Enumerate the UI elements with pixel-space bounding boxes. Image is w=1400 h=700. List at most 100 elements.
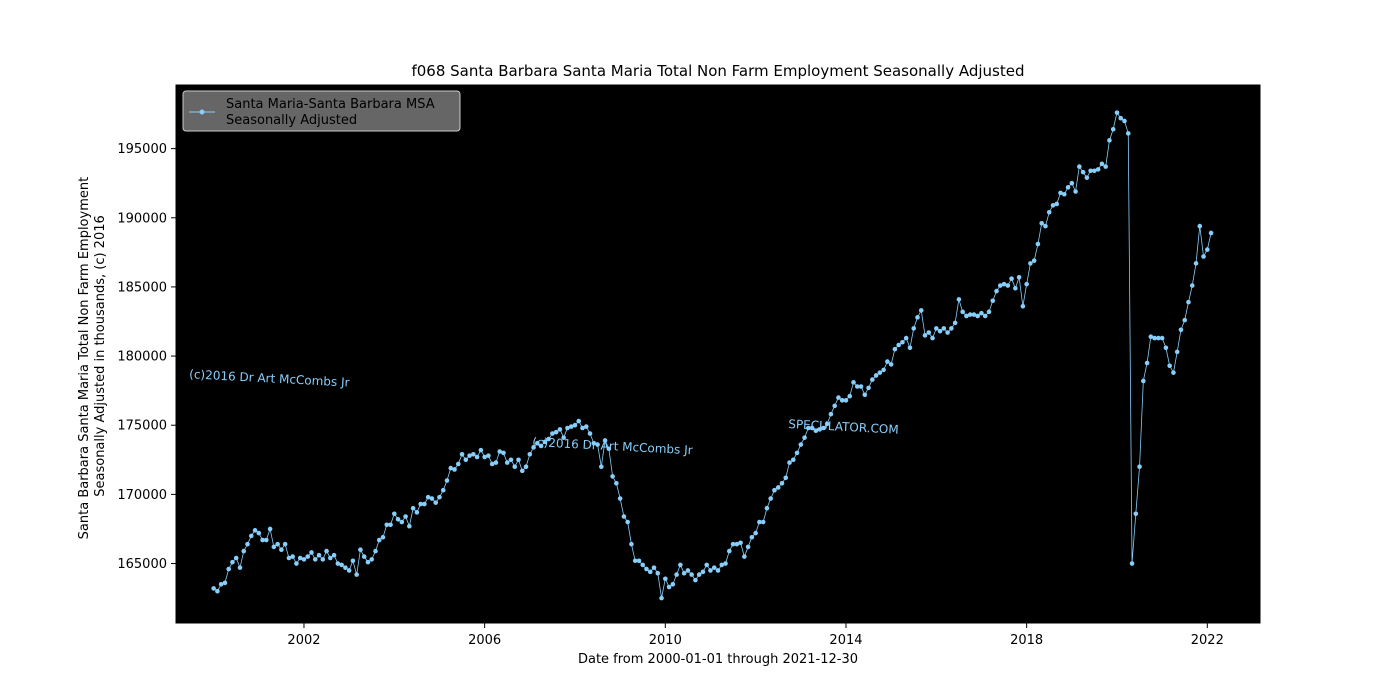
data-point	[369, 557, 375, 562]
data-point	[1099, 161, 1105, 167]
data-point	[531, 445, 536, 450]
data-point	[222, 580, 228, 586]
data-point	[949, 326, 954, 331]
data-point	[651, 565, 657, 570]
data-point	[290, 554, 295, 559]
data-point	[666, 584, 672, 590]
data-point	[384, 522, 390, 528]
data-point	[873, 373, 879, 378]
data-point	[693, 577, 698, 583]
data-point	[1061, 191, 1067, 197]
data-point	[1141, 378, 1146, 384]
data-point	[1152, 335, 1157, 341]
data-point	[433, 500, 439, 505]
data-point	[903, 335, 909, 341]
data-point	[817, 427, 822, 432]
data-point	[410, 505, 416, 511]
data-point	[523, 464, 529, 470]
data-point	[892, 346, 898, 352]
chart-title: f068 Santa Barbara Santa Maria Total Non…	[411, 62, 1024, 80]
data-point	[1189, 283, 1195, 288]
data-point	[1137, 464, 1142, 470]
data-point	[843, 398, 849, 403]
data-point	[237, 565, 243, 570]
data-point	[312, 557, 318, 562]
data-point	[542, 439, 548, 445]
data-point	[674, 572, 679, 577]
data-point	[1080, 169, 1086, 175]
data-point	[1073, 189, 1078, 194]
data-point	[1205, 247, 1210, 252]
data-point	[1122, 118, 1127, 124]
data-point	[230, 559, 235, 565]
data-point	[1005, 283, 1011, 288]
data-point	[339, 562, 344, 568]
data-point	[279, 547, 284, 552]
data-point	[1092, 168, 1097, 174]
data-point	[1186, 299, 1191, 305]
data-point	[617, 496, 623, 501]
data-point	[553, 429, 559, 435]
data-point	[1084, 175, 1090, 180]
data-point	[1024, 281, 1029, 287]
legend-marker-sample	[199, 109, 205, 115]
data-point	[606, 446, 612, 452]
data-point	[738, 540, 743, 546]
data-point	[647, 569, 653, 575]
data-point	[1118, 115, 1124, 121]
series-layer	[211, 110, 1214, 601]
data-point	[885, 359, 890, 364]
data-point	[772, 487, 777, 493]
data-point	[1001, 281, 1007, 287]
data-point	[783, 475, 789, 481]
data-point	[775, 485, 781, 490]
data-point	[583, 424, 589, 429]
data-point	[1178, 327, 1184, 333]
data-point	[471, 451, 476, 457]
data-point	[392, 511, 397, 517]
data-point	[512, 464, 518, 470]
data-point	[248, 533, 254, 539]
data-point	[670, 581, 676, 587]
data-point	[493, 460, 499, 465]
data-point	[282, 541, 288, 547]
data-point	[256, 530, 262, 536]
data-point	[376, 537, 382, 543]
data-point	[414, 510, 420, 515]
data-point	[1020, 303, 1026, 309]
data-point	[1201, 254, 1206, 259]
data-point	[1125, 131, 1131, 136]
data-point	[365, 559, 371, 565]
data-point	[877, 370, 883, 375]
data-point	[1035, 241, 1041, 247]
data-point	[655, 570, 661, 576]
data-point	[967, 312, 973, 317]
data-point	[328, 555, 333, 561]
data-point	[1050, 203, 1056, 208]
data-point	[320, 557, 326, 562]
data-point	[798, 442, 804, 447]
data-point	[900, 339, 905, 345]
data-point	[301, 557, 307, 562]
data-point	[324, 548, 329, 554]
data-point	[1043, 223, 1048, 229]
data-point	[982, 313, 988, 319]
plot-area: (c)2016 Dr Art McCombs Jr(c)2016 Dr Art …	[175, 84, 1261, 624]
y-axis: 165000 170000 175000 180000 185000 190000 1950…	[117, 142, 176, 572]
data-point	[696, 572, 702, 577]
data-point	[478, 447, 484, 453]
data-point	[1009, 276, 1014, 281]
data-point	[681, 570, 687, 576]
data-point	[1013, 286, 1018, 291]
data-point	[952, 320, 958, 326]
plot-frame	[175, 84, 1261, 624]
data-point	[1088, 168, 1093, 174]
data-point	[448, 465, 454, 471]
y-axis-label: Santa Barbara Santa Maria Total Non Farm…	[77, 173, 108, 540]
data-point	[429, 496, 435, 501]
legend-box	[182, 90, 461, 132]
data-point	[854, 384, 860, 389]
data-point	[455, 461, 461, 467]
data-point	[757, 519, 762, 525]
data-point	[881, 367, 886, 373]
